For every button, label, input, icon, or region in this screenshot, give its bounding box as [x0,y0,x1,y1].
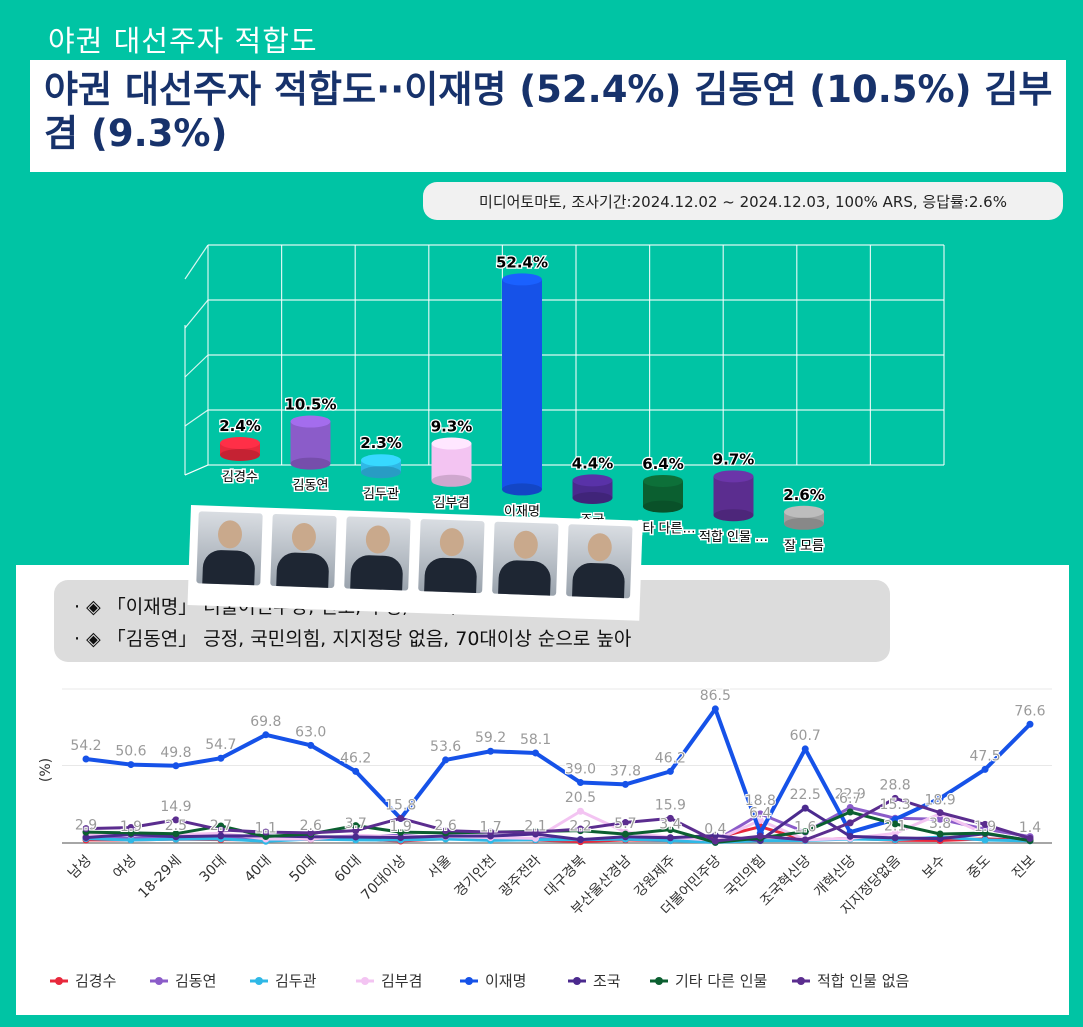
portrait-image [344,516,411,591]
bar-top [220,437,260,449]
bar-value-label: 2.6% [783,486,825,504]
portrait-image [418,519,485,594]
bar-1: 10.5% 김동연 [283,394,338,495]
portrait-image [270,513,337,589]
bar-value-label: 4.4% [572,454,614,472]
bar-category-label: 잘 모름 [784,539,824,554]
bar-value-label: 9.7% [713,450,755,468]
portrait-image [492,521,559,596]
bar-body [502,279,542,490]
bar-bottom [220,449,260,461]
bar-top [361,454,401,467]
bar-category-label: 김경수 [222,470,258,485]
candidate-photos [187,505,643,621]
bar-value-label: 6.4% [642,455,684,473]
bar-top [290,415,331,428]
bar-bottom [572,492,613,504]
gridline-wall [184,354,209,378]
headline: 야권 대선주자 적합도··이재명 (52.4%) 김동연 (10.5%) 김부겸… [44,68,1053,155]
bar-bottom [713,509,754,522]
bar-body [713,476,754,516]
bar-category-label: 김동연 [293,479,329,494]
bar-5: 4.4%조국 [570,453,614,529]
bar-category-label: 김두관 [363,487,399,502]
bar-bottom [502,483,542,496]
bar-category-label: 적합 인물 … [699,530,768,545]
bar-bottom [361,466,401,479]
bar-8: 2.6% 잘 모름 [782,485,826,556]
portrait-image [196,511,263,586]
bar-value-label: 2.3% [360,434,402,452]
bar-top [502,273,542,286]
bar-top [643,474,683,487]
gridline-floor [184,464,209,476]
bar-body [290,421,331,464]
bar-bottom [431,474,472,487]
bar-value-label: 52.4% [496,253,548,271]
bar-grid [184,244,945,476]
headline-box: 야권 대선주자 적합도··이재명 (52.4%) 김동연 (10.5%) 김부겸… [30,60,1066,172]
subtitle: 야권 대선주자 적합도 [48,24,318,58]
bar-top [572,474,613,487]
bar-value-label: 10.5% [284,396,336,414]
gridline-wall [184,409,209,427]
bar-category-label: 김부겸 [434,496,470,511]
bar-value-label: 2.4% [219,417,261,435]
bar-top [784,505,824,518]
gridline-wall [184,244,209,280]
source-box: 미디어토마토, 조사기간:2024.12.02 ~ 2024.12.03, 10… [423,182,1063,220]
bar-top [713,470,754,483]
bar-7: 9.7% 적합 인물 … [697,449,769,547]
bar-value-label: 9.3% [431,418,473,436]
bar-bottom [784,517,824,530]
bar-body [431,443,472,481]
bar-6: 6.4% 기타 다른… [629,454,697,538]
note-2: · ◈ 「김동연」 긍정, 국민의힘, 지지정당 없음, 70대이상 순으로 높… [74,628,632,650]
bar-category-label: 기타 다른… [631,522,696,537]
bar-2: 2.3% 김두관 [359,433,403,504]
bar-top [431,437,472,450]
gridline-wall [184,299,209,329]
bar-4: 52.4%이재명 [495,252,550,521]
portrait-image [566,524,633,599]
bar-chart: 2.4% 김경수 10.5% 김동연 2.3% 김두관 9.3% 김부겸 52.4%이재명 4.4… [184,244,945,556]
bar-bottom [290,457,331,470]
bar-bottom [643,500,683,513]
bar-3: 9.3% 김부겸 [429,416,473,512]
bar-0: 2.4% 김경수 [218,416,262,487]
source-text: 미디어토마토, 조사기간:2024.12.02 ~ 2024.12.03, 10… [479,193,1007,211]
